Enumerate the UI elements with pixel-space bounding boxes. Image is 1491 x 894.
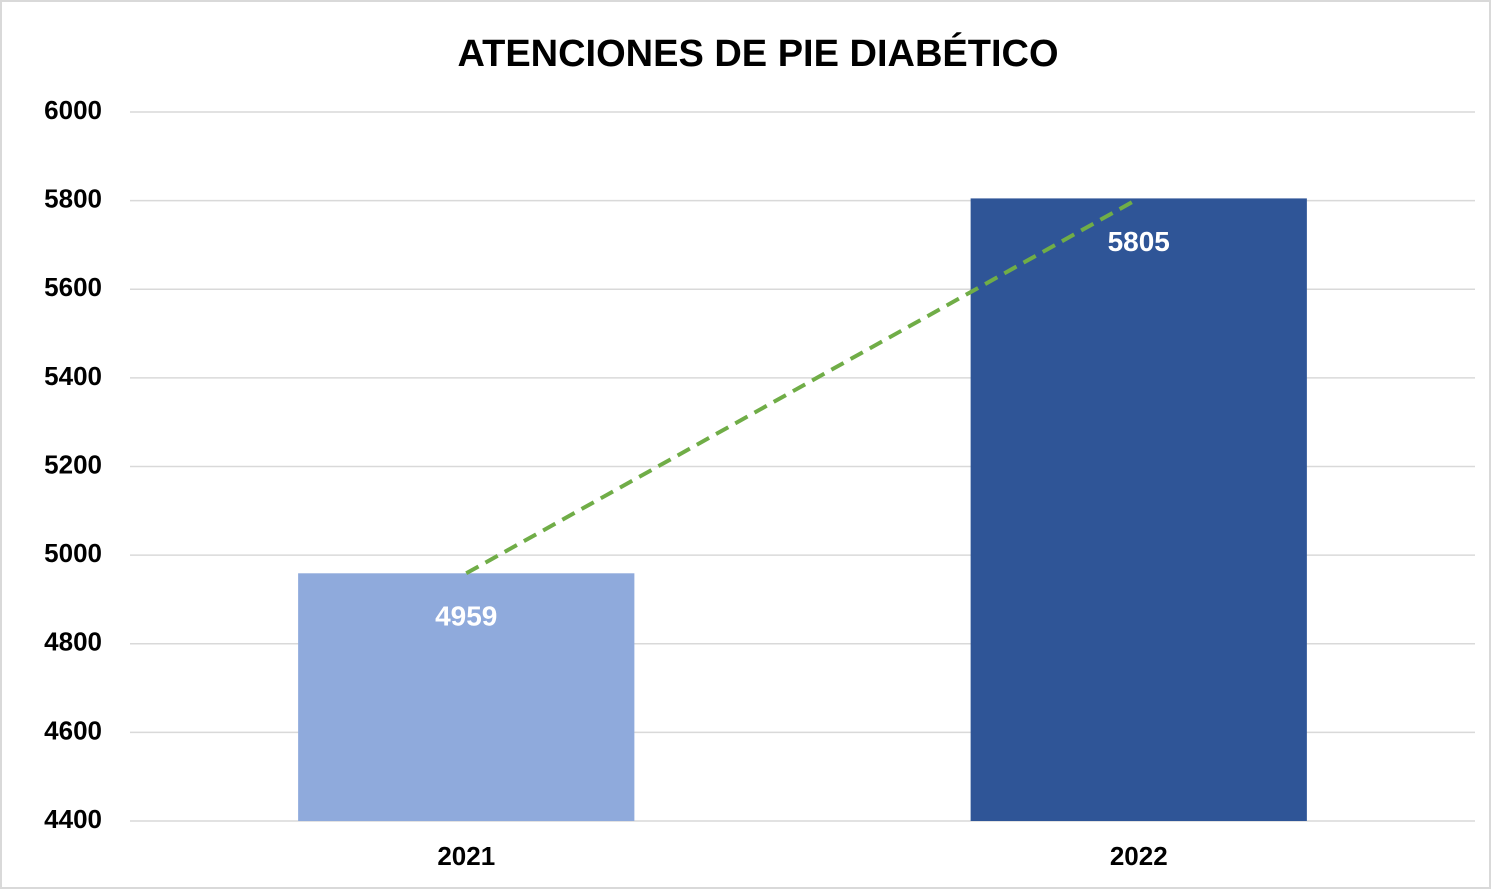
x-tick-label: 2021 bbox=[437, 841, 495, 871]
data-label: 5805 bbox=[1108, 226, 1170, 257]
y-tick-label: 5000 bbox=[44, 538, 102, 568]
data-label: 4959 bbox=[435, 601, 497, 632]
y-tick-label: 4800 bbox=[44, 627, 102, 657]
y-tick-label: 4600 bbox=[44, 715, 102, 745]
trendline bbox=[465, 196, 1140, 576]
y-tick-label: 5400 bbox=[44, 361, 102, 391]
y-tick-label: 4400 bbox=[44, 804, 102, 834]
y-tick-label: 5200 bbox=[44, 449, 102, 479]
y-tick-label: 5600 bbox=[44, 272, 102, 302]
y-tick-label: 5800 bbox=[44, 184, 102, 214]
y-tick-label: 6000 bbox=[44, 95, 102, 125]
chart-title: ATENCIONES DE PIE DIABÉTICO bbox=[457, 31, 1058, 75]
bar bbox=[970, 198, 1307, 822]
bar bbox=[298, 573, 635, 821]
x-tick-label: 2022 bbox=[1110, 841, 1168, 871]
